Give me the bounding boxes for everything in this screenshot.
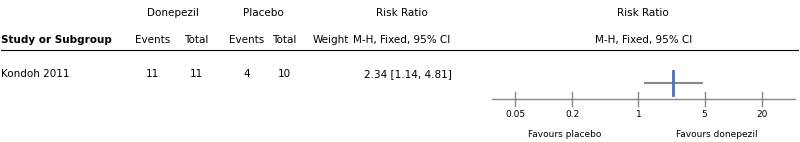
Text: 4: 4 xyxy=(244,69,250,79)
Text: Donepezil: Donepezil xyxy=(147,8,198,18)
Text: Favours donepezil: Favours donepezil xyxy=(676,130,758,139)
Text: Risk Ratio: Risk Ratio xyxy=(618,8,669,18)
Text: M-H, Fixed, 95% CI: M-H, Fixed, 95% CI xyxy=(353,35,450,45)
Text: Total: Total xyxy=(185,35,209,45)
Text: 1: 1 xyxy=(635,110,642,119)
Text: Risk Ratio: Risk Ratio xyxy=(376,8,427,18)
Text: 0.2: 0.2 xyxy=(565,110,579,119)
Text: Events: Events xyxy=(230,35,265,45)
Text: 2.34 [1.14, 4.81]: 2.34 [1.14, 4.81] xyxy=(364,69,452,79)
Text: 20: 20 xyxy=(756,110,767,119)
Text: Events: Events xyxy=(135,35,170,45)
Text: 5: 5 xyxy=(702,110,707,119)
Text: M-H, Fixed, 95% CI: M-H, Fixed, 95% CI xyxy=(594,35,692,45)
Text: Weight: Weight xyxy=(313,35,349,45)
Text: 10: 10 xyxy=(278,69,291,79)
Text: Kondoh 2011: Kondoh 2011 xyxy=(2,69,70,79)
Text: Study or Subgroup: Study or Subgroup xyxy=(2,35,112,45)
Text: 0.05: 0.05 xyxy=(505,110,526,119)
Text: 11: 11 xyxy=(146,69,159,79)
Text: Total: Total xyxy=(272,35,297,45)
Text: Placebo: Placebo xyxy=(243,8,284,18)
Text: 11: 11 xyxy=(190,69,203,79)
Text: Favours placebo: Favours placebo xyxy=(528,130,602,139)
